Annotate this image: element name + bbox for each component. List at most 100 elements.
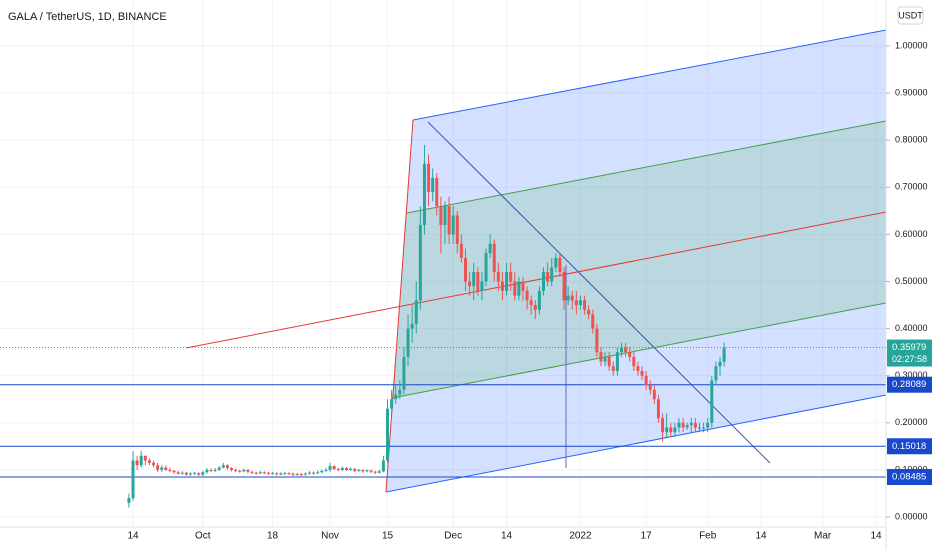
candle-body <box>451 215 455 235</box>
candle-body <box>661 418 665 433</box>
candle-body <box>673 427 677 433</box>
level-label: 0.15018 <box>892 441 926 452</box>
y-tick-label: 0.40000 <box>895 323 928 333</box>
candle-body <box>529 300 533 306</box>
candle-body <box>492 243 496 273</box>
candle-body <box>574 300 578 306</box>
candle-body <box>143 455 147 461</box>
currency-button[interactable] <box>897 6 924 25</box>
candle-body <box>279 473 283 475</box>
candle-body <box>320 470 324 473</box>
candle-body <box>640 370 644 376</box>
candle-body <box>591 314 595 329</box>
candle-body <box>443 206 447 225</box>
y-tick-label: 0.70000 <box>895 182 928 192</box>
candle-body <box>156 465 160 470</box>
candle-body <box>184 472 188 475</box>
x-tick-label: 14 <box>870 531 882 542</box>
candle-body <box>587 309 591 315</box>
x-tick-label: 2022 <box>569 531 592 542</box>
candle-body <box>697 427 701 429</box>
candle-body <box>197 473 201 475</box>
chart-title: GALA / TetherUS, 1D, BINANCE <box>8 11 167 23</box>
level-tag <box>887 438 932 455</box>
candle-body <box>542 272 546 291</box>
candle-body <box>246 469 250 472</box>
candle-body <box>599 352 603 362</box>
candle-body <box>628 352 632 357</box>
pitchfork-median <box>185 211 887 349</box>
candle-body <box>476 272 480 291</box>
y-tick-label: 0.30000 <box>895 370 928 380</box>
candle-body <box>160 467 164 470</box>
candle-body <box>353 468 357 471</box>
price-axis <box>886 0 932 550</box>
candle-body <box>131 460 135 499</box>
pitchfork <box>185 29 887 493</box>
candle-body <box>225 465 229 469</box>
candle-body <box>176 472 180 474</box>
candle-body <box>562 272 566 301</box>
candle-body <box>558 257 562 273</box>
candle-body <box>509 272 513 282</box>
candle-body <box>431 177 435 193</box>
candle-body <box>180 472 184 474</box>
candle-body <box>570 295 574 301</box>
candle-body <box>636 366 640 371</box>
candle-body <box>656 399 660 419</box>
candle-body <box>295 474 299 476</box>
candle-body <box>275 473 279 475</box>
level-tag <box>887 469 932 486</box>
candle-body <box>406 328 410 357</box>
pitchfork-inner-upper <box>406 120 887 214</box>
y-tick-label: 0.00000 <box>895 511 928 521</box>
candle-body <box>644 375 648 386</box>
candle-body <box>316 472 320 474</box>
candle-body <box>410 323 414 329</box>
candle-body <box>435 177 439 207</box>
candle-body <box>595 328 599 353</box>
candle-body <box>517 281 521 296</box>
candle-body <box>669 427 673 433</box>
candle-body <box>566 295 570 301</box>
pitchfork-lower <box>385 394 887 493</box>
candle-body <box>468 281 472 287</box>
candle-body <box>427 163 431 193</box>
candle-body <box>525 290 529 301</box>
x-tick-label: 15 <box>382 531 394 542</box>
y-tick-label: 0.60000 <box>895 229 928 239</box>
candle-body <box>271 473 275 475</box>
x-tick-label: 14 <box>756 531 768 542</box>
candle-body <box>652 389 656 400</box>
candle-body <box>500 281 504 291</box>
y-tick-label: 0.80000 <box>895 135 928 145</box>
x-tick-label: Dec <box>444 531 462 542</box>
candle-body <box>689 422 693 426</box>
candle-body <box>209 469 213 471</box>
candle-body <box>386 408 390 461</box>
candle-body <box>398 389 402 395</box>
candle-body <box>332 466 336 469</box>
candle-body <box>221 465 225 468</box>
candle-body <box>455 215 459 244</box>
x-tick-label: Nov <box>321 531 339 542</box>
x-tick-label: Oct <box>195 531 211 542</box>
candle-body <box>287 473 291 475</box>
candle-body <box>312 472 316 474</box>
pitchfork-handle <box>385 119 414 493</box>
levels <box>0 347 886 478</box>
candle-body <box>164 467 168 470</box>
candle-body <box>472 272 476 287</box>
candle-body <box>135 460 139 466</box>
candle-body <box>546 272 550 282</box>
candle-body <box>217 467 221 470</box>
candle-body <box>369 470 373 472</box>
candle-body <box>381 460 385 472</box>
candle-body <box>632 356 636 367</box>
candle-body <box>324 469 328 471</box>
currency-label[interactable]: USDT <box>898 10 923 20</box>
candle-body <box>308 472 312 474</box>
candle-body <box>172 470 176 473</box>
candle-body <box>677 422 681 428</box>
candle-body <box>238 470 242 472</box>
